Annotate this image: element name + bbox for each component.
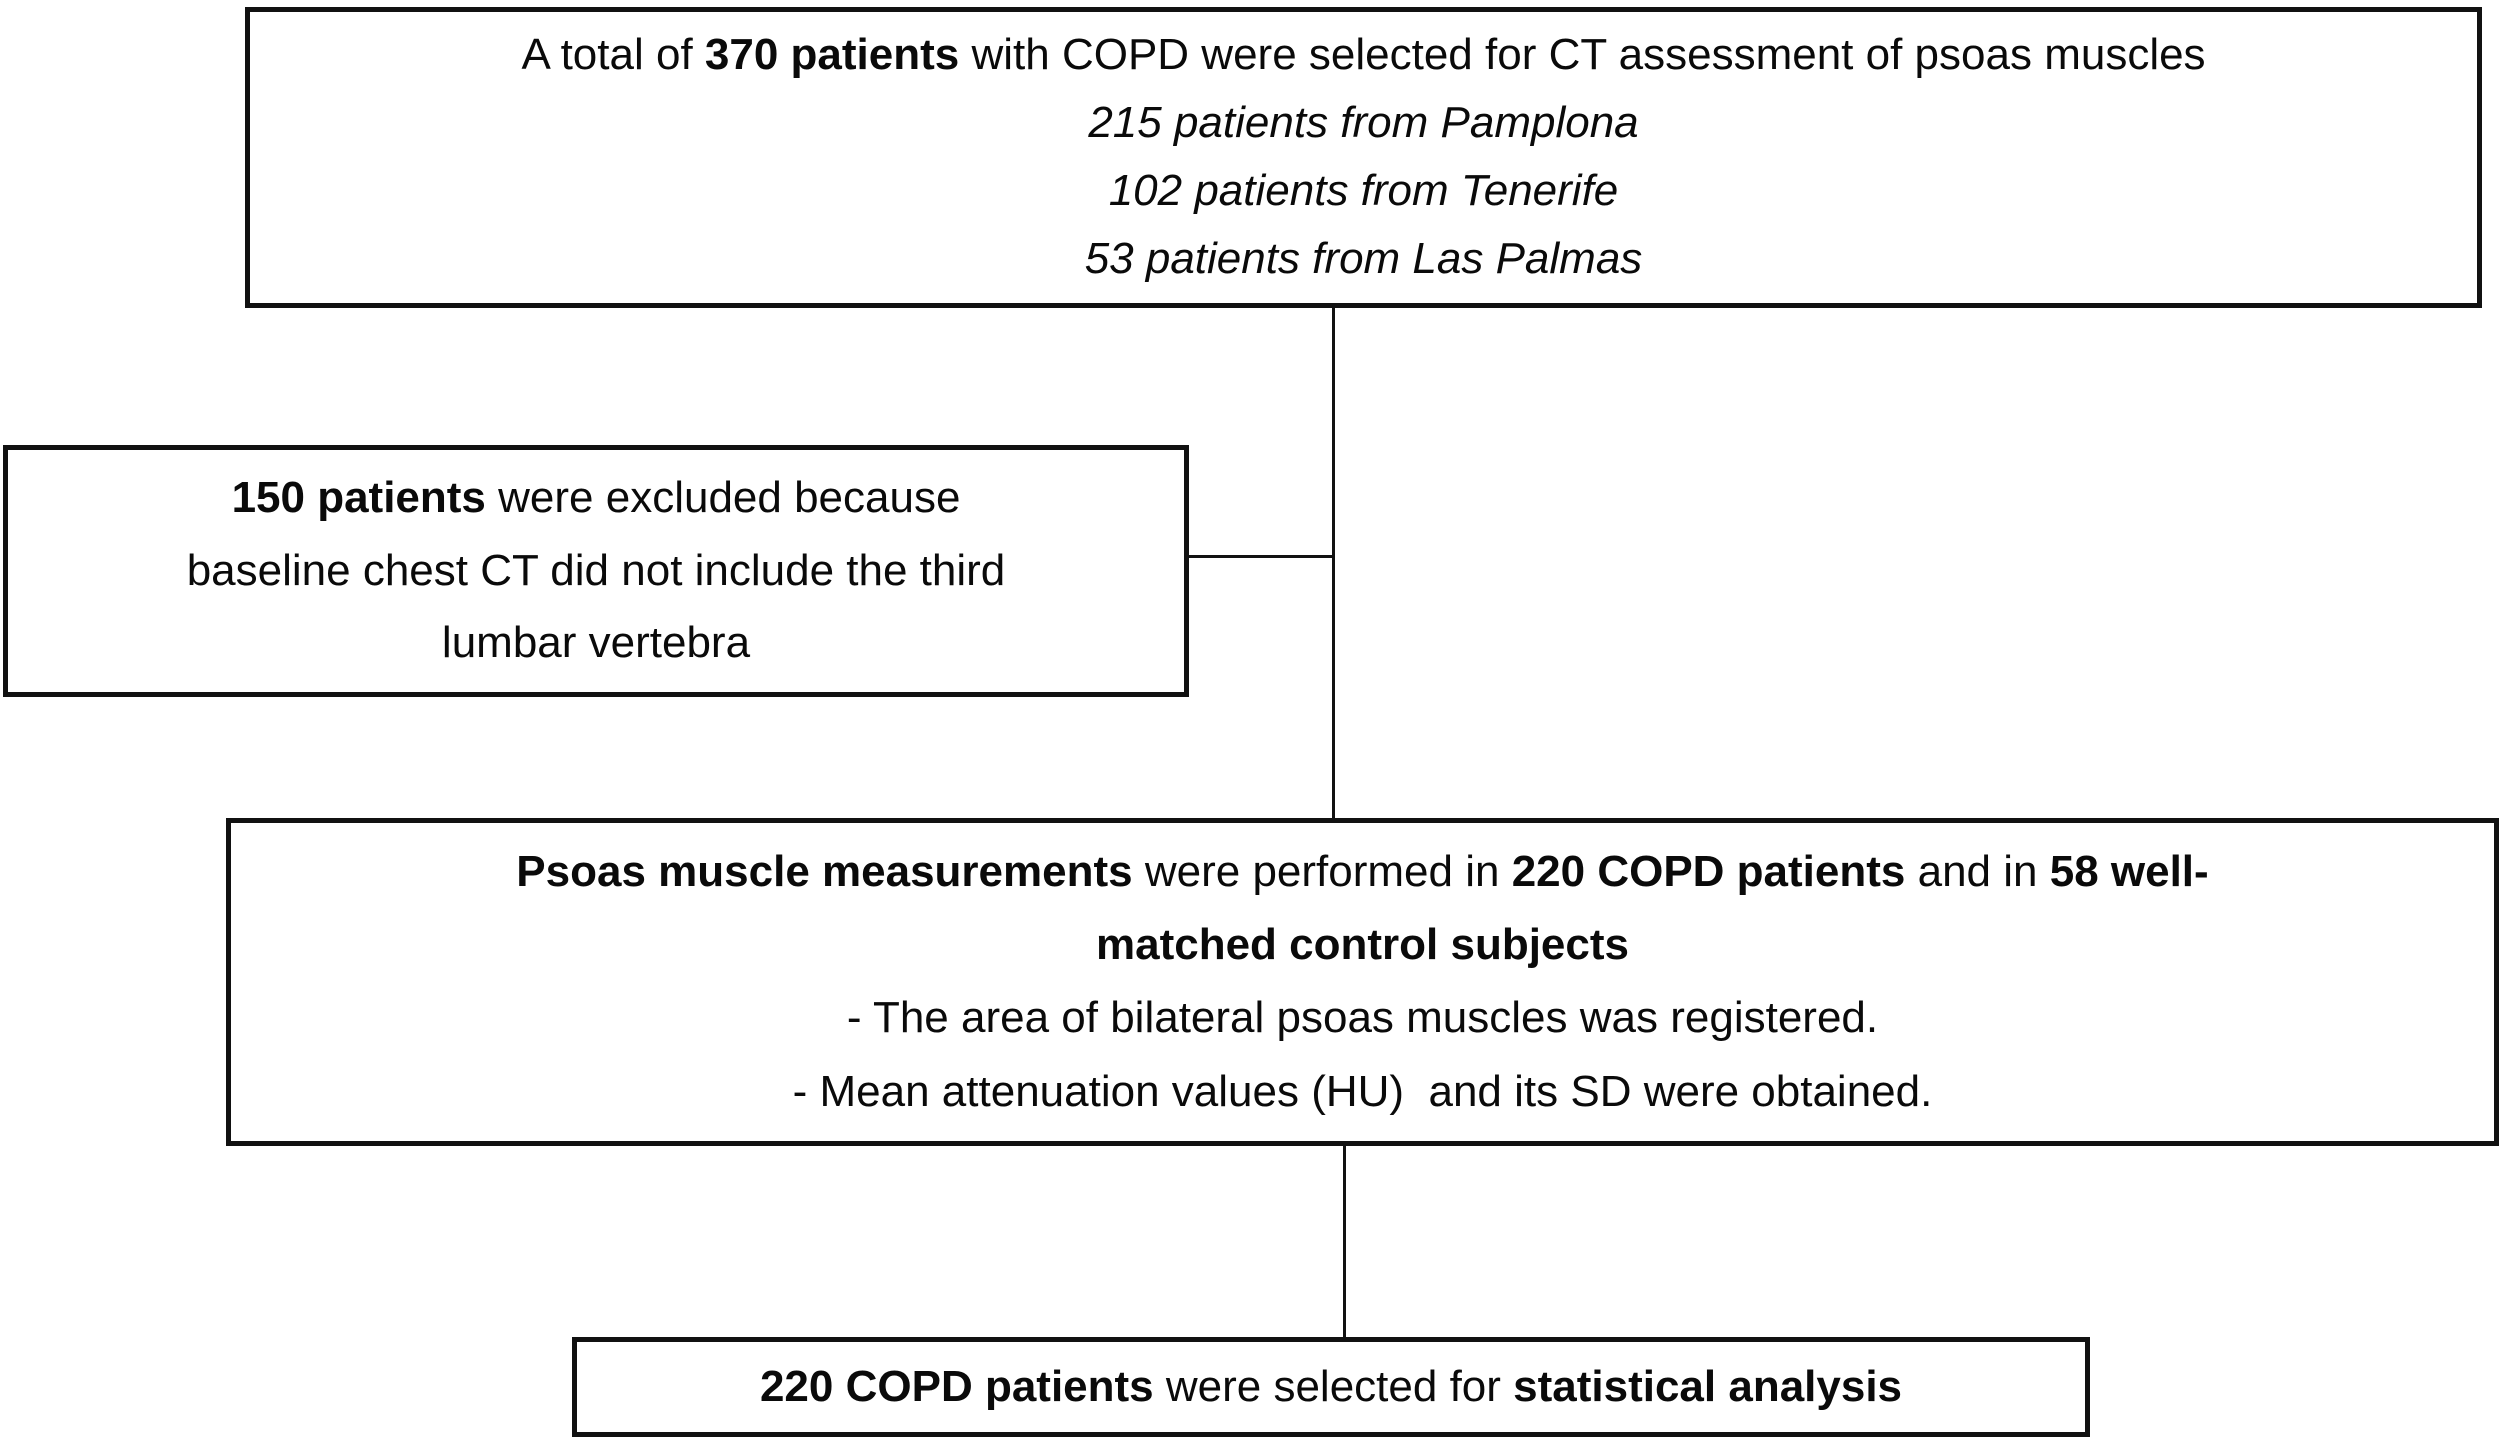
measurements-control-count: 58 well- [2049,846,2209,896]
source-tenerife: 102 patients from Tenerife [1108,166,1619,216]
box-exclusion: 150 patients were excluded because basel… [3,445,1189,697]
measurements-bullet-1: - The area of bilateral psoas muscles wa… [846,993,1879,1043]
box-final-analysis: 220 COPD patients were selected for stat… [572,1337,2090,1437]
final-text: were selected for [1153,1361,1514,1411]
measurements-title: Psoas muscle measurements [516,846,1133,896]
measurements-copd-count: 220 COPD patients [1511,846,1906,896]
connector-exclusion-branch [1186,555,1334,558]
source-pamplona: 215 patients from Pamplona [1088,98,1639,148]
headline-text: A total of [521,30,705,80]
headline-text-rest: with COPD were selected for CT assessmen… [959,30,2206,80]
box-total-patients: A total of 370 patients with COPD were s… [245,7,2482,308]
connector-total-to-measurements [1332,306,1335,820]
headline-count: 370 patients [704,30,960,80]
exclusion-reason-start: were excluded because [485,473,961,523]
exclusion-line-2: baseline chest CT did not include the th… [186,545,1006,595]
source-las-palmas: 53 patients from Las Palmas [1084,234,1643,284]
measurements-text-2: and in [1905,846,2050,896]
measurements-line-1: Psoas muscle measurements were performed… [516,846,2209,896]
box-measurements: Psoas muscle measurements were performed… [226,818,2499,1146]
final-analysis-line: 220 COPD patients were selected for stat… [759,1361,1903,1411]
final-emphasis: statistical analysis [1513,1361,1903,1411]
final-count: 220 COPD patients [759,1361,1154,1411]
total-patients-headline: A total of 370 patients with COPD were s… [521,31,2205,79]
measurements-line-2: matched control subjects [1095,920,1629,970]
connector-measurements-to-final [1343,1144,1346,1339]
exclusion-line-1: 150 patients were excluded because [232,474,961,522]
measurements-text-1: were performed in [1132,846,1512,896]
exclusion-count: 150 patients [231,473,486,523]
measurements-bullet-2: - Mean attenuation values (HU) and its S… [792,1066,1933,1116]
exclusion-line-3: lumbar vertebra [441,618,751,668]
